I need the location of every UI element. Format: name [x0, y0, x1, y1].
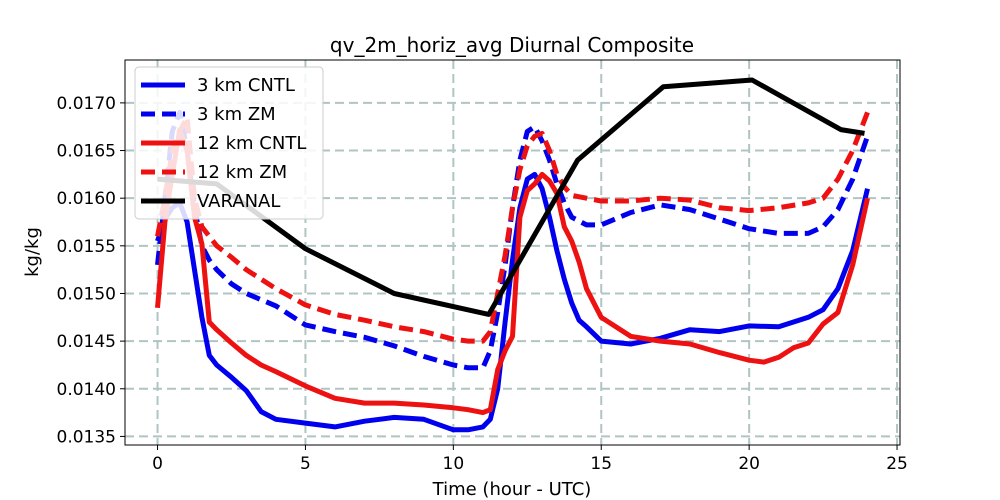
series-line-3-km-zm: [155, 109, 870, 371]
x-tick-label: 25: [886, 454, 908, 474]
legend-label: 3 km CNTL: [197, 75, 295, 96]
series-line-12-km-cntl: [155, 127, 870, 416]
y-tick-label: 0.0135: [57, 427, 116, 447]
legend-label: 12 km CNTL: [197, 133, 306, 154]
legend-label: VARANAL: [197, 191, 280, 212]
legend: 3 km CNTL 3 km ZM 12 km CNTL 12 km ZM VARANA…: [134, 66, 324, 220]
y-tick-label: 0.0160: [57, 189, 116, 209]
legend-box: [134, 66, 324, 220]
y-tick-label: 0.0140: [57, 380, 116, 400]
y-tick-label: 0.0170: [57, 94, 116, 114]
y-axis: 0.0135 0.0140 0.0145 0.0150 0.0155 0.0160 0.01…: [57, 94, 125, 447]
y-tick-label: 0.0155: [57, 237, 116, 257]
plot-frame: [124, 59, 901, 446]
legend-label: 3 km ZM: [197, 104, 276, 125]
x-tick-label: 15: [590, 454, 612, 474]
x-axis-label: Time (hour - UTC): [432, 479, 592, 500]
x-tick-label: 10: [443, 454, 465, 474]
series-line-12-km-zm: [155, 111, 870, 344]
x-axis: 0 5 10 15 20 25: [152, 445, 908, 474]
y-tick-label: 0.0150: [57, 284, 116, 304]
x-tick-label: 20: [738, 454, 760, 474]
y-tick-label: 0.0145: [57, 332, 116, 352]
legend-label: 12 km ZM: [197, 162, 287, 183]
series-line-3-km-cntl: [155, 171, 870, 433]
x-tick-label: 0: [152, 454, 163, 474]
x-tick-label: 5: [300, 454, 311, 474]
y-tick-label: 0.0165: [57, 142, 116, 162]
chart-title: qv_2m_horiz_avg Diurnal Composite: [330, 33, 694, 57]
y-axis-label: kg/kg: [22, 227, 43, 277]
